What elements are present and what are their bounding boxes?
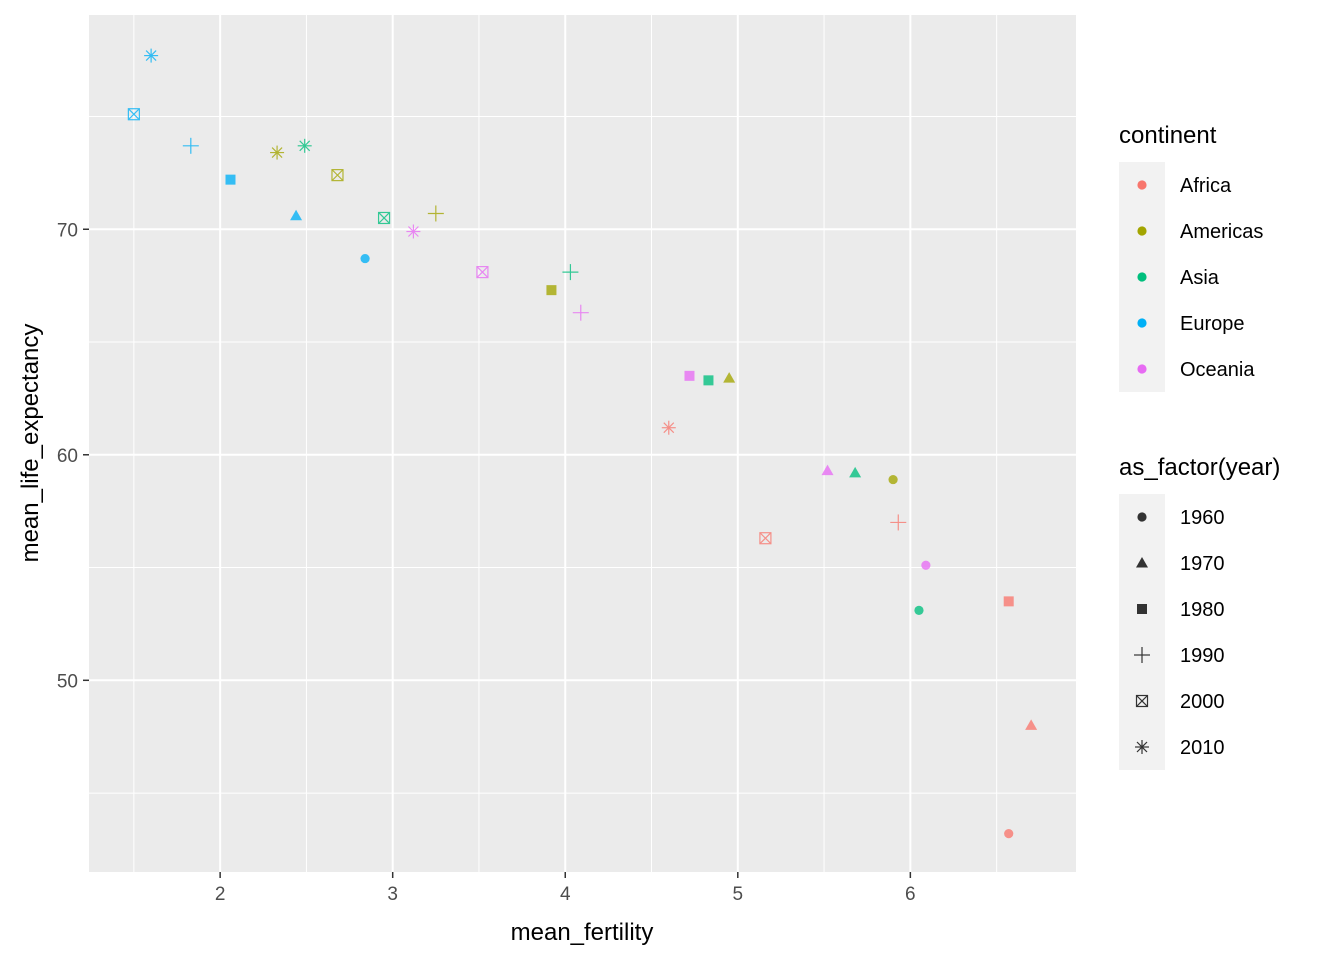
- data-point: [1003, 596, 1014, 607]
- legend-label: Americas: [1180, 221, 1263, 243]
- data-point: [377, 211, 391, 225]
- x-tick-label: 2: [215, 884, 226, 905]
- legend-key-europe: [1137, 318, 1147, 328]
- legend-key-bg: [1119, 494, 1165, 770]
- data-point: [914, 605, 924, 615]
- plot-panel: [89, 15, 1076, 872]
- data-point: [1004, 829, 1014, 839]
- data-point: [144, 48, 159, 63]
- data-point: [290, 209, 303, 221]
- y-tick-label: 70: [57, 220, 78, 241]
- legend-key-2010: [1135, 740, 1149, 754]
- data-point: [562, 264, 579, 281]
- legend-title-continent: continent: [1119, 122, 1217, 149]
- data-point: [921, 560, 931, 570]
- data-point: [297, 138, 312, 153]
- y-tick-label: 50: [57, 671, 78, 692]
- data-point: [890, 514, 907, 531]
- data-point: [476, 266, 489, 279]
- legend-key-americas: [1137, 226, 1147, 236]
- data-point: [182, 137, 199, 154]
- data-point: [1025, 719, 1038, 730]
- data-point: [225, 174, 236, 185]
- data-point: [406, 224, 421, 239]
- major-grid: [89, 15, 1076, 872]
- data-point: [427, 205, 444, 222]
- data-point: [759, 532, 772, 545]
- legend-label: 1960: [1180, 507, 1225, 529]
- data-point: [661, 420, 676, 435]
- legend-key-1990: [1134, 647, 1150, 663]
- y-tick-label: 60: [57, 446, 78, 467]
- legend-key-oceania: [1137, 364, 1147, 374]
- legend-label: Oceania: [1180, 359, 1255, 381]
- data-point: [127, 108, 140, 121]
- y-axis: 50 60 70: [57, 220, 89, 692]
- data-point: [723, 372, 736, 383]
- legend-key-1960: [1137, 512, 1147, 522]
- legend-label: Africa: [1180, 175, 1232, 197]
- x-axis: 2 3 4 5 6: [215, 872, 916, 905]
- legend-label: 1970: [1180, 553, 1225, 575]
- legend-label: Europe: [1180, 313, 1245, 335]
- data-point: [684, 370, 695, 381]
- legends: continent Africa Americas Asia Europe Oceania…: [1119, 122, 1280, 770]
- legend-label: 2000: [1180, 691, 1225, 713]
- data-point: [270, 145, 285, 160]
- legend-key-1980: [1137, 604, 1147, 614]
- legend-key-1970: [1136, 557, 1148, 568]
- legend-label: 2010: [1180, 737, 1225, 759]
- data-point: [821, 464, 834, 476]
- data-point: [703, 375, 714, 386]
- legend-key-2000: [1135, 694, 1149, 708]
- legend-key-asia: [1137, 272, 1147, 282]
- legend-label: Asia: [1180, 267, 1220, 289]
- minor-grid: [89, 15, 1076, 872]
- data-point: [360, 253, 370, 264]
- x-tick-label: 3: [387, 884, 398, 905]
- x-tick-label: 4: [560, 884, 571, 905]
- data-point: [331, 169, 344, 182]
- x-tick-label: 5: [733, 884, 744, 905]
- legend-label: 1990: [1180, 645, 1225, 667]
- x-tick-label: 6: [905, 884, 916, 905]
- x-axis-title: mean_fertility: [511, 919, 654, 946]
- y-axis-title: mean_life_expectancy: [17, 324, 44, 563]
- data-point: [572, 304, 589, 321]
- data-point: [546, 285, 557, 296]
- data-point: [849, 466, 862, 478]
- legend-label: 1980: [1180, 599, 1225, 621]
- legend-title-year: as_factor(year): [1119, 454, 1280, 481]
- legend-key-africa: [1137, 180, 1147, 190]
- data-points: [127, 48, 1038, 839]
- data-point: [888, 474, 898, 485]
